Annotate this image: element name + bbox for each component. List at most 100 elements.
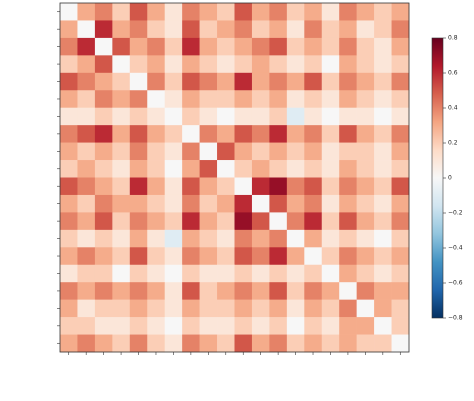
heatmap-cell (339, 90, 357, 108)
heatmap-cell (217, 72, 235, 91)
heatmap-cell (217, 177, 235, 196)
heatmap-cell (77, 37, 96, 56)
heatmap-cell (199, 20, 218, 39)
heatmap-cell (164, 229, 183, 248)
heatmap-cell (234, 282, 253, 300)
heatmap-cell (217, 212, 235, 231)
heatmap-cell (129, 282, 148, 300)
heatmap-cell (112, 160, 131, 178)
heatmap-cell (251, 177, 270, 196)
heatmap-cell (129, 160, 148, 178)
heatmap-cell (77, 125, 96, 143)
heatmap-cell (356, 194, 375, 213)
heatmap-cell (164, 142, 183, 161)
heatmap-cell (286, 90, 305, 108)
heatmap-cell (321, 3, 340, 21)
heatmap-cell (77, 247, 96, 266)
heatmap-cell (356, 247, 375, 266)
heatmap-cell (251, 37, 270, 56)
heatmap-cell (147, 107, 165, 126)
plot-frame (59, 2, 410, 353)
heatmap-cell (356, 90, 375, 108)
heatmap-cell (164, 212, 183, 231)
heatmap-cell (269, 247, 288, 266)
heatmap-cell (374, 212, 392, 231)
heatmap-cell (251, 264, 270, 283)
heatmap-cell (112, 55, 131, 74)
heatmap-cell (182, 177, 200, 196)
heatmap-cell (182, 194, 200, 213)
heatmap-cell (304, 107, 323, 126)
heatmap-cell (269, 212, 288, 231)
heatmap-cell (164, 72, 183, 91)
heatmap-cell (234, 334, 253, 353)
heatmap-cell (129, 142, 148, 161)
heatmap-cell (112, 247, 131, 266)
heatmap-cell (234, 212, 253, 231)
heatmap-cell (199, 212, 218, 231)
heatmap-cell (339, 125, 357, 143)
heatmap-cell (129, 264, 148, 283)
heatmap-cell (391, 264, 410, 283)
heatmap-cell (304, 3, 323, 21)
heatmap-cell (94, 72, 113, 91)
heatmap-cell (321, 212, 340, 231)
heatmap-cell (234, 90, 253, 108)
heatmap-cell (112, 299, 131, 318)
heatmap-cell (164, 299, 183, 318)
heatmap-cell (94, 160, 113, 178)
heatmap-cell (129, 229, 148, 248)
heatmap-cell (147, 264, 165, 283)
heatmap-cell (234, 142, 253, 161)
heatmap-cell (304, 212, 323, 231)
heatmap-cell (182, 264, 200, 283)
heatmap-cell (374, 247, 392, 266)
heatmap-cell (112, 90, 131, 108)
heatmap-cell (94, 194, 113, 213)
heatmap-cell (77, 212, 96, 231)
heatmap-cell (304, 264, 323, 283)
heatmap-cell (339, 177, 357, 196)
heatmap-cell (286, 317, 305, 335)
colorbar-tick-label: −0.4 (448, 245, 463, 252)
heatmap-cell (356, 160, 375, 178)
heatmap-cell (251, 229, 270, 248)
heatmap-cell (251, 142, 270, 161)
heatmap-cell (251, 212, 270, 231)
heatmap-cell (94, 212, 113, 231)
heatmap-cell (269, 177, 288, 196)
heatmap-cell (321, 55, 340, 74)
heatmap-cell (199, 194, 218, 213)
heatmap-cell (391, 125, 410, 143)
heatmap-cell (112, 194, 131, 213)
heatmap-cell (304, 72, 323, 91)
heatmap-cell (60, 212, 78, 231)
heatmap-cell (374, 107, 392, 126)
heatmap-cell (286, 107, 305, 126)
heatmap-cell (147, 90, 165, 108)
heatmap-cell (112, 334, 131, 353)
heatmap-cell (199, 90, 218, 108)
heatmap-cell (339, 334, 357, 353)
heatmap-cell (391, 37, 410, 56)
heatmap-cell (164, 125, 183, 143)
heatmap-cell (94, 334, 113, 353)
heatmap-cell (164, 194, 183, 213)
heatmap-cell (339, 142, 357, 161)
heatmap-cell (129, 107, 148, 126)
heatmap-cell (321, 282, 340, 300)
heatmap-cell (182, 3, 200, 21)
heatmap-cell (321, 37, 340, 56)
heatmap-cell (234, 229, 253, 248)
colorbar-tick-label: 0 (448, 175, 452, 182)
heatmap-cell (251, 299, 270, 318)
heatmap-cell (391, 72, 410, 91)
heatmap-cell (286, 142, 305, 161)
heatmap-cell (164, 90, 183, 108)
heatmap-cell (182, 212, 200, 231)
heatmap-cell (339, 264, 357, 283)
heatmap-cell (129, 3, 148, 21)
heatmap-cell (391, 3, 410, 21)
heatmap-cell (374, 177, 392, 196)
